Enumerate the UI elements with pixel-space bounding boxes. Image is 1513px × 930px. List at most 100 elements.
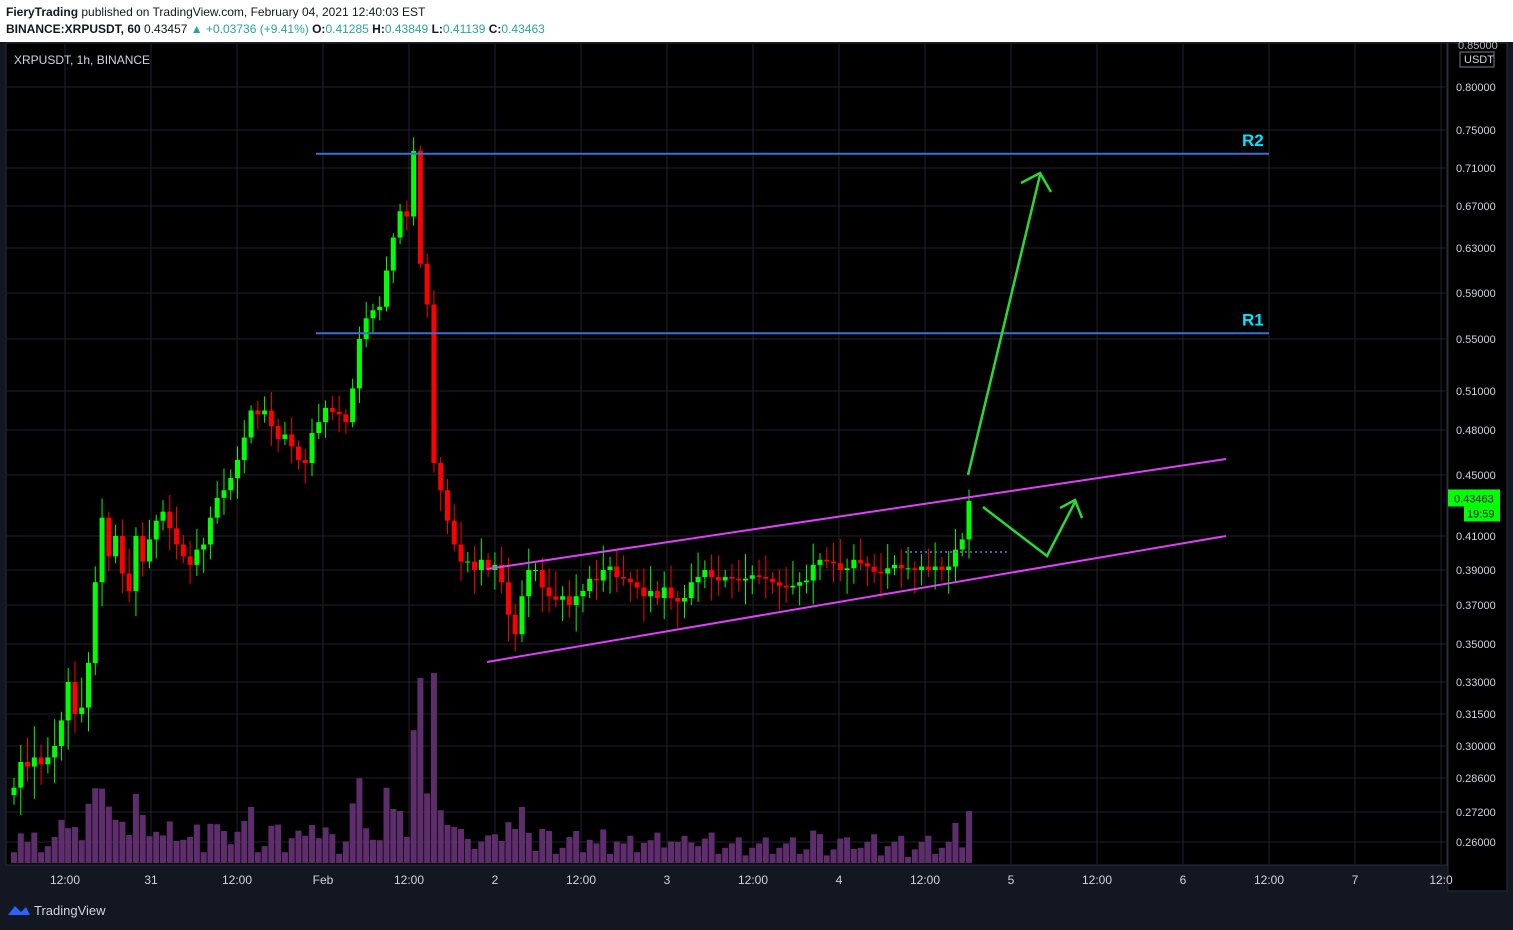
currency-badge[interactable] [1459, 51, 1495, 68]
volume-bar [464, 839, 471, 863]
currency-label: USDT [1464, 54, 1494, 66]
tradingview-logo-icon[interactable] [7, 903, 31, 917]
candle-body [106, 517, 112, 557]
tradingview-brand[interactable]: TradingView [34, 903, 106, 918]
volume-bar [248, 807, 255, 863]
volume-bar [160, 835, 167, 863]
volume-bar [905, 857, 912, 863]
candle-body [722, 577, 728, 581]
candle-body [560, 596, 566, 600]
candle-body [262, 410, 268, 415]
volume-bar [735, 837, 742, 863]
volume-bar [302, 835, 309, 863]
time-tick-label: 12:00 [1254, 873, 1284, 887]
volume-bar [38, 852, 45, 863]
volume-bar [451, 827, 458, 863]
author-name[interactable]: FieryTrading [6, 5, 79, 19]
candle-body [411, 150, 417, 217]
price-chart[interactable]: XRPUSDT, 1h, BINANCE R1 R2 0.80000 0.7500… [0, 42, 1513, 893]
candle-body [377, 306, 383, 311]
time-tick-label: 6 [1180, 873, 1187, 887]
candle-body [715, 577, 721, 581]
price-tick-label: 0.39000 [1456, 565, 1496, 577]
candle-body [207, 517, 213, 545]
candle-body [817, 559, 823, 565]
plot-area[interactable] [5, 42, 1448, 866]
price-tick-label: 0.51000 [1456, 386, 1496, 398]
countdown-label: 19:59 [1467, 508, 1495, 520]
candle-body [363, 318, 369, 339]
candle-body [45, 757, 51, 765]
volume-bar [146, 836, 153, 863]
candle-body [390, 237, 396, 271]
candle-body [323, 407, 329, 423]
candle-body [641, 587, 647, 597]
volume-bar [871, 834, 878, 863]
volume-bar [356, 778, 363, 863]
candle-body [180, 544, 186, 557]
volume-bar [437, 810, 444, 863]
bullish-projection-arrow[interactable] [966, 171, 1053, 476]
candle-body [58, 720, 64, 746]
volume-bar [607, 853, 614, 863]
volume-bar [701, 838, 708, 863]
candle-body [512, 614, 518, 635]
volume-bar [485, 835, 492, 863]
volume-bar [627, 835, 634, 863]
candle-body [932, 566, 938, 570]
volume-bar [369, 839, 376, 863]
channel-upper-line[interactable] [486, 458, 1227, 570]
candle-body [302, 460, 308, 463]
candle-body [316, 422, 322, 433]
retest-projection-arrow[interactable] [982, 498, 1084, 558]
volume-bar [816, 834, 823, 863]
candle-body [343, 414, 349, 423]
candle-body [92, 582, 98, 663]
close-value: 0.43463 [501, 22, 545, 36]
candle-body [72, 682, 78, 714]
time-axis-labels: 12:00 31 12:00 Feb 12:00 2 12:00 3 12:00 4 12:00 5 1… [50, 873, 1453, 887]
candle-body [119, 536, 125, 574]
low-value: 0.41139 [442, 22, 486, 36]
candle-body [65, 682, 71, 721]
candle-body [905, 568, 911, 570]
volume-bar [105, 806, 112, 863]
candle-body [661, 587, 667, 598]
price-tick-label: 0.35000 [1456, 639, 1496, 651]
volume-bar [891, 841, 898, 863]
publish-line: FieryTrading published on TradingView.co… [6, 5, 425, 19]
candle-body [187, 556, 193, 565]
volume-bar [966, 811, 972, 863]
candle-body [18, 762, 24, 788]
candle-body [878, 571, 884, 574]
candle-body [831, 561, 837, 564]
candle-body [113, 536, 119, 557]
candle-body [695, 577, 701, 583]
candle-body [919, 566, 925, 570]
candle-body [729, 577, 735, 579]
volume-bar [417, 677, 424, 863]
candle-body [864, 563, 870, 567]
candle-body [350, 388, 356, 423]
candle-body [505, 582, 511, 615]
candle-body [600, 570, 606, 581]
time-tick-label: 2 [492, 873, 499, 887]
channel-lower-line[interactable] [486, 535, 1227, 663]
price-scale[interactable] [1447, 42, 1508, 892]
candle-body [546, 587, 552, 597]
volume-bar [620, 843, 627, 863]
volume-bar [17, 833, 24, 863]
candle-body [438, 463, 444, 491]
volume-bar [410, 730, 417, 863]
candle-body [160, 511, 166, 521]
volume-bar [71, 827, 78, 863]
volume-bar [153, 831, 160, 863]
volume-bar [498, 841, 505, 863]
volume-bar [654, 832, 661, 863]
time-tick-label: 12:00 [910, 873, 940, 887]
volume-bar [796, 853, 803, 863]
volume-bar [559, 847, 566, 863]
volume-bar [918, 841, 925, 863]
volume-bar [132, 793, 139, 863]
candle-body [146, 539, 152, 562]
